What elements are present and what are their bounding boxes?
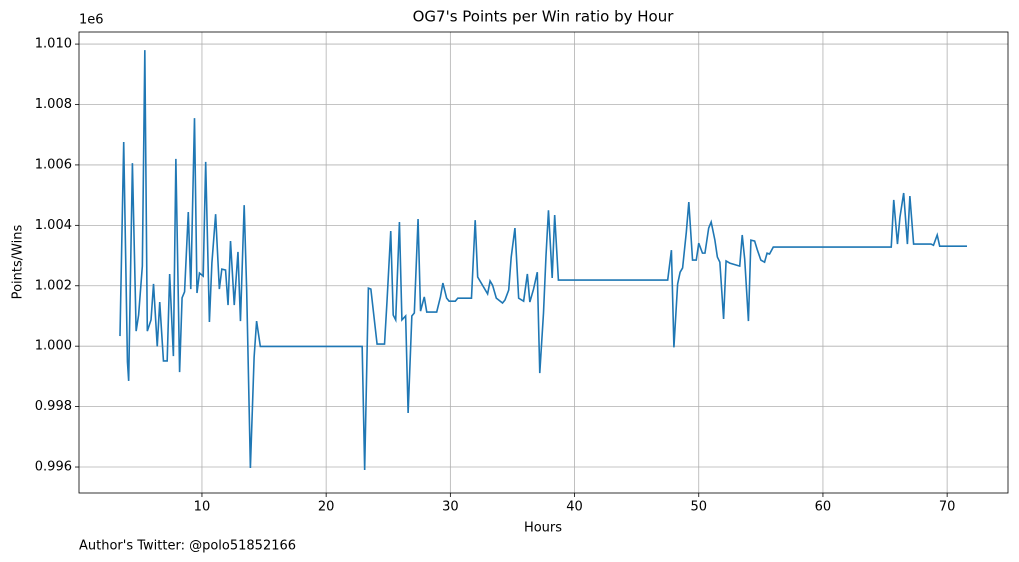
y-offset-label: 1e6 [79,13,104,28]
y-tick-label: 1.008 [35,97,72,112]
y-tick-label: 1.002 [35,278,72,293]
x-tick-label: 20 [318,500,335,515]
x-axis-label: Hours [524,521,562,536]
y-tick-label: 1.004 [35,218,72,233]
y-tick-label: 1.010 [35,37,72,52]
line-series [119,50,968,471]
x-tick-label: 70 [939,500,956,515]
x-tick-label: 40 [566,500,583,515]
y-tick-label: 0.998 [35,399,72,414]
y-axis-label: Points/Wins [11,224,26,299]
x-tick-label: 50 [690,500,707,515]
annotation: Author's Twitter: @polo51852166 [79,539,296,554]
y-tick-label: 0.996 [35,460,72,475]
x-tick-label: 60 [815,500,832,515]
x-tick-label: 10 [194,500,211,515]
chart-title: OG7's Points per Win ratio by Hour [413,8,675,26]
y-tick-label: 1.000 [35,339,72,354]
x-tick-label: 30 [442,500,459,515]
plot-frame [78,31,1009,494]
y-tick-label: 1.006 [35,157,72,172]
